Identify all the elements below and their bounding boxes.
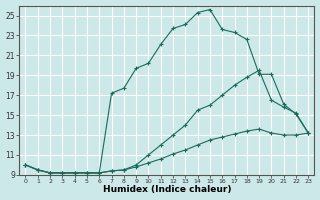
X-axis label: Humidex (Indice chaleur): Humidex (Indice chaleur) [103,185,231,194]
